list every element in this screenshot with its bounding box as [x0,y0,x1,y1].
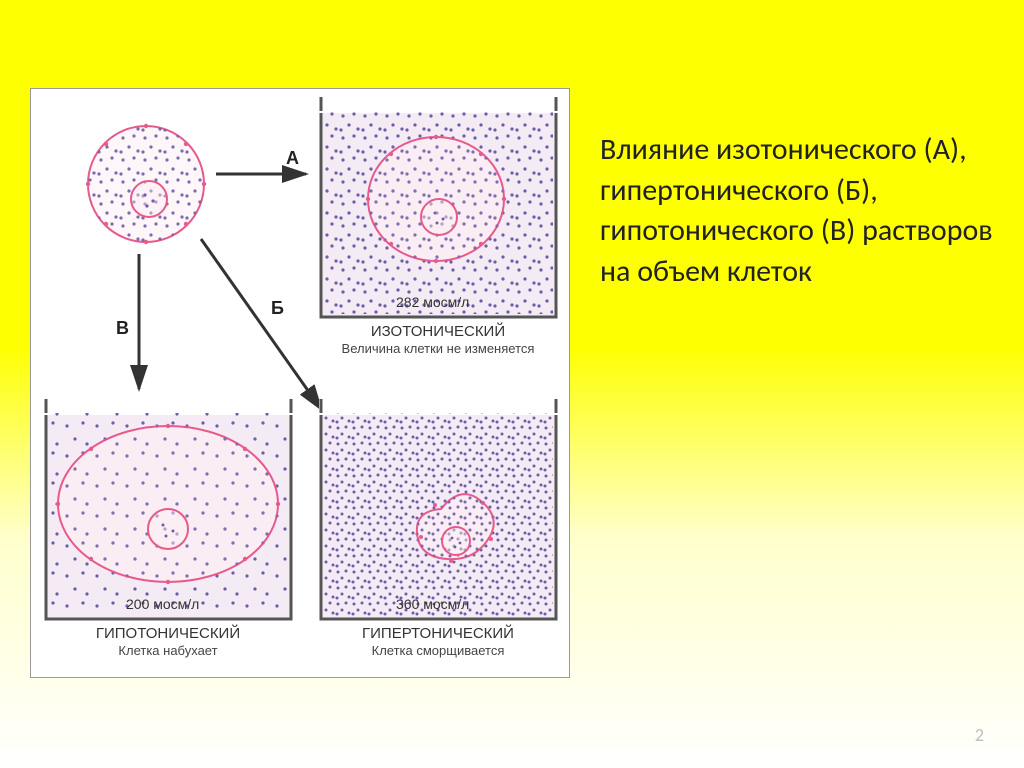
hypotonic-title: ГИПОТОНИЧЕСКИЙ [96,624,240,642]
original-cell [86,124,206,244]
arrow-B [201,239,321,409]
beaker-hypertonic: 360 мосм/л [319,397,558,619]
hypotonic-osm: 200 мосм/л [126,596,199,612]
arrow-A-label: А [286,148,299,168]
beaker-hypotonic: 200 мосм/л [44,397,293,619]
slide-number: 2 [975,724,984,746]
hypertonic-subtitle: Клетка сморщивается [372,643,505,658]
arrow-B-label: Б [271,298,284,318]
isotonic-osm: 282 мосм/л [396,294,469,310]
osmosis-diagram: А Б В 282 мосм/л [31,89,571,679]
diagram-panel: А Б В 282 мосм/л [30,88,570,678]
hypertonic-title: ГИПЕРТОНИЧЕСКИЙ [362,624,514,642]
beaker-isotonic: 282 мосм/л [319,95,558,317]
hypertonic-osm: 360 мосм/л [396,596,469,612]
slide-caption: Влияние изотонического (А), гипертоничес… [600,130,1000,292]
isotonic-subtitle: Величина клетки не изменяется [342,341,535,356]
isotonic-title: ИЗОТОНИЧЕСКИЙ [371,322,505,340]
hypotonic-subtitle: Клетка набухает [118,643,217,658]
arrow-V-label: В [116,318,129,338]
